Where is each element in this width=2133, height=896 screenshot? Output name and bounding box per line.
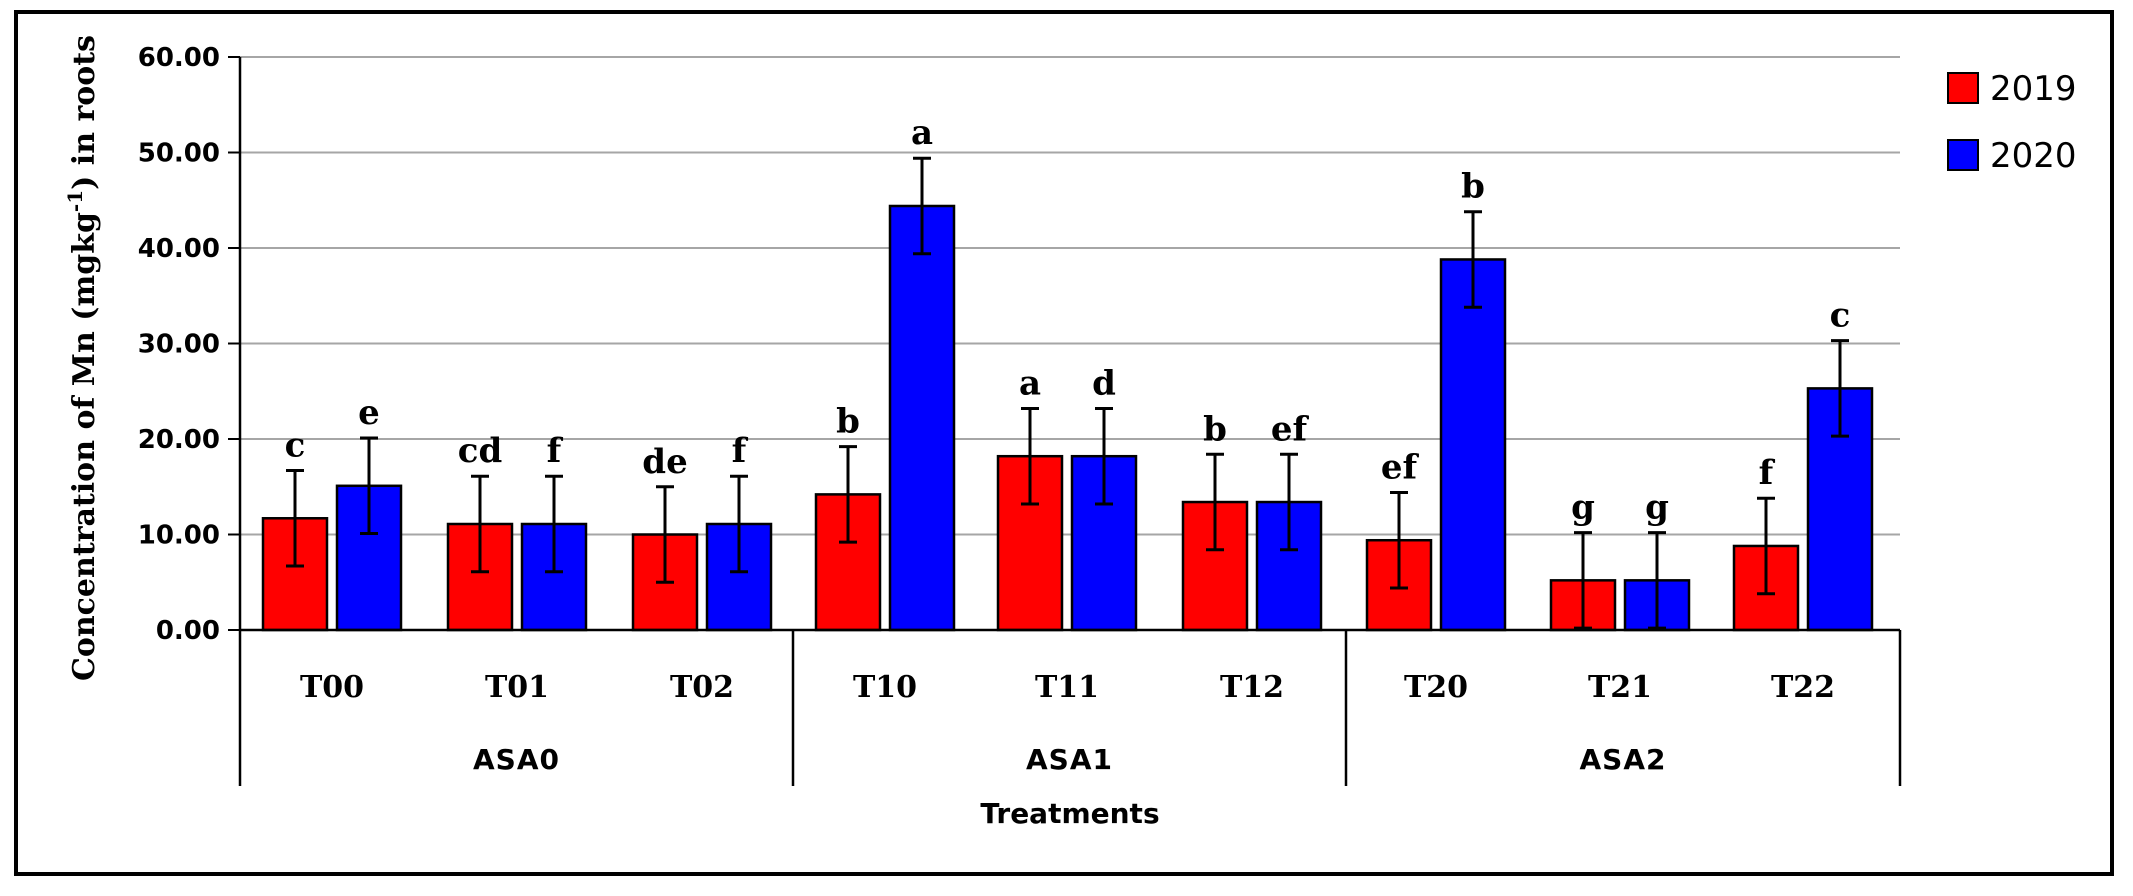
y-tick-label: 60.00 xyxy=(138,43,220,73)
y-tick-label: 0.00 xyxy=(156,616,220,646)
significance-letter: a xyxy=(1019,363,1041,403)
significance-letter: e xyxy=(358,393,380,433)
significance-letter: f xyxy=(1759,453,1776,493)
significance-letter: c xyxy=(1830,296,1851,336)
x-tick-label-T01: T01 xyxy=(485,670,549,705)
significance-letter: g xyxy=(1571,488,1595,528)
legend: 2019 2020 xyxy=(1947,69,2077,176)
axes xyxy=(228,56,1902,786)
y-tick-label: 50.00 xyxy=(138,139,220,169)
significance-letter: f xyxy=(732,431,749,471)
x-axis-title: Treatments xyxy=(980,797,1159,830)
group-label-ASA2: ASA2 xyxy=(1580,743,1667,776)
significance-letter: b xyxy=(1203,409,1227,449)
x-tick-label-T22: T22 xyxy=(1771,670,1835,705)
bar-2020-T10 xyxy=(888,204,956,632)
x-tick-label-T02: T02 xyxy=(670,670,734,705)
bar-2020-T20 xyxy=(1439,258,1507,632)
group-label-ASA0: ASA0 xyxy=(473,743,560,776)
gridlines xyxy=(240,56,1900,536)
legend-label-2019: 2019 xyxy=(1990,69,2077,109)
x-tick-label-T00: T00 xyxy=(300,670,364,705)
significance-letter: d xyxy=(1092,363,1116,403)
significance-letter: cd xyxy=(458,431,502,471)
bars xyxy=(261,156,1874,632)
y-tick-label: 30.00 xyxy=(138,330,220,360)
legend-swatch-2020 xyxy=(1947,139,1979,171)
significance-letter: ef xyxy=(1271,409,1310,449)
significance-letter: g xyxy=(1645,488,1669,528)
y-axis-title-superscript: -1 xyxy=(63,190,87,212)
significance-letter: c xyxy=(285,426,306,466)
significance-letter: ef xyxy=(1381,447,1420,487)
significance-letter: a xyxy=(911,113,933,153)
x-tick-label-T10: T10 xyxy=(853,670,917,705)
y-axis-title-main: Concentration of Mn (mgkg xyxy=(67,212,102,681)
legend-label-2020: 2020 xyxy=(1990,136,2077,176)
y-tick-label: 40.00 xyxy=(138,234,220,264)
significance-letter: b xyxy=(836,402,860,442)
significance-letter: b xyxy=(1461,167,1485,207)
y-axis-title: Concentration of Mn (mgkg-1) in roots xyxy=(63,35,102,681)
x-tick-label-T12: T12 xyxy=(1220,670,1284,705)
x-tick-label-T21: T21 xyxy=(1588,670,1652,705)
y-tick-label: 10.00 xyxy=(138,521,220,551)
figure-frame xyxy=(14,10,2114,876)
y-axis-title-suffix: ) in roots xyxy=(67,35,102,190)
significance-letter: de xyxy=(642,442,687,482)
y-tick-label: 20.00 xyxy=(138,425,220,455)
legend-swatch-2019 xyxy=(1947,72,1979,104)
x-tick-label-T20: T20 xyxy=(1404,670,1468,705)
x-tick-label-T11: T11 xyxy=(1035,670,1099,705)
significance-letter: f xyxy=(547,431,564,471)
group-label-ASA1: ASA1 xyxy=(1026,743,1113,776)
